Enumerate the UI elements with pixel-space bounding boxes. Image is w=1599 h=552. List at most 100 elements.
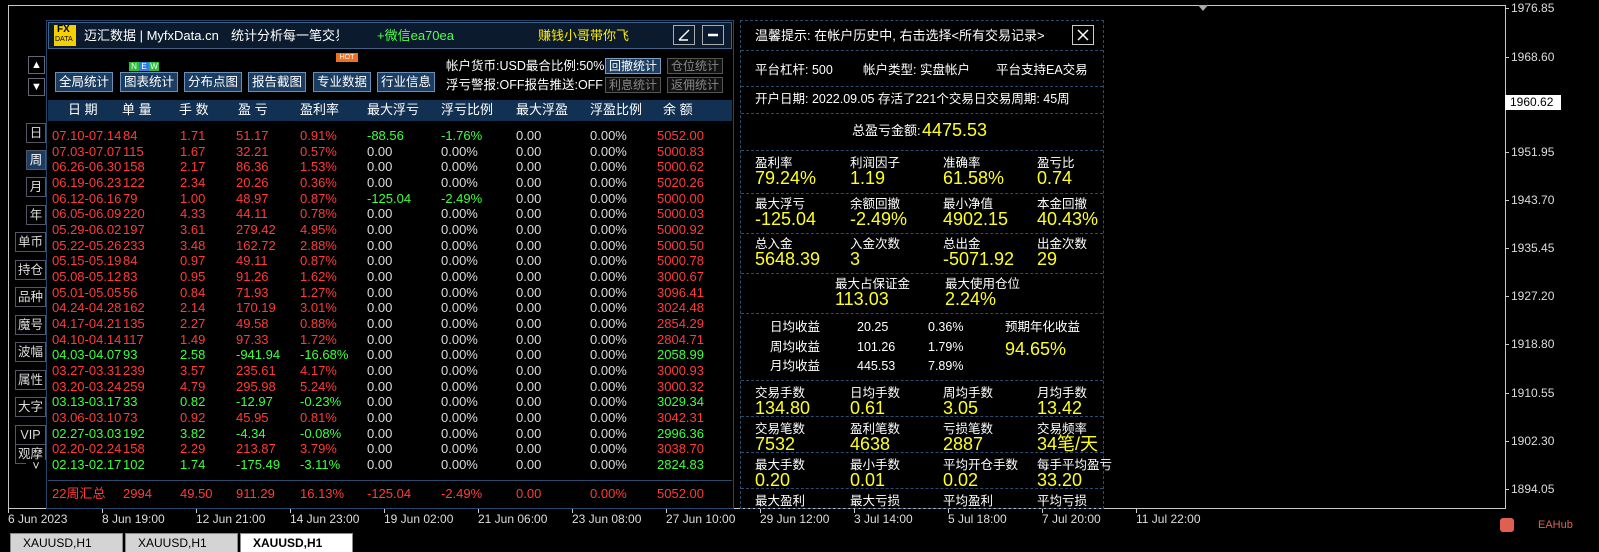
panel-button[interactable]: 行业信息	[377, 72, 435, 92]
price-label: 1927.20	[1511, 289, 1555, 304]
axis-tick	[290, 509, 291, 513]
stat-label: 交易手数	[755, 386, 806, 400]
table-cell: 3038.70	[657, 441, 704, 457]
side-button[interactable]: 魔号	[15, 315, 46, 335]
info-button[interactable]: 仓位统计	[667, 58, 723, 74]
side-button[interactable]: 属性	[15, 370, 46, 390]
stat-value: 0.01	[850, 470, 886, 490]
axis-tick	[1505, 200, 1509, 202]
summary-cell: 0.00	[516, 486, 542, 501]
axis-tick	[1505, 248, 1509, 250]
table-cell: 0.91%	[300, 128, 337, 143]
chart-tab[interactable]: XAUUSD,H1	[125, 533, 238, 552]
info-button[interactable]: 利息统计	[605, 77, 661, 93]
table-cell: 170.19	[236, 300, 276, 316]
side-button[interactable]: 日	[26, 123, 46, 143]
close-icon	[1077, 29, 1089, 41]
table-cell: 0.00%	[590, 347, 627, 363]
axis-tick	[8, 509, 9, 513]
close-button[interactable]	[1072, 25, 1094, 45]
scroll-arrow[interactable]: ▲	[28, 56, 45, 74]
side-button[interactable]: 单币	[15, 232, 46, 252]
table-cell: 0.00	[516, 457, 542, 473]
table-cell: 2.88%	[300, 237, 337, 253]
table-cell: 05.15-05.19	[52, 253, 122, 269]
side-button[interactable]: 观摩	[15, 444, 46, 464]
logo	[54, 25, 76, 46]
table-cell: 135	[123, 316, 145, 332]
side-button[interactable]: ˅	[26, 460, 46, 472]
time-label: 12 Jun 21:00	[196, 512, 266, 526]
table-cell: 0.00	[367, 347, 393, 363]
table-cell: 84	[123, 128, 138, 143]
table-cell: 3.61	[180, 222, 206, 238]
table-cell: 03.06-03.10	[52, 410, 122, 426]
table-cell: 1.62%	[300, 269, 337, 285]
table-cell: 0.00	[367, 284, 393, 300]
table-header: 最大浮亏	[367, 102, 420, 117]
stat-label: 总入金	[755, 237, 793, 251]
side-button[interactable]: 大字	[15, 397, 46, 417]
panel-button[interactable]: 专业数据	[313, 72, 371, 92]
stat-value: 40.43%	[1037, 208, 1099, 229]
info-button[interactable]: 返佣统计	[667, 77, 723, 93]
stat-value: -125.04	[755, 208, 817, 229]
table-cell: 0.00	[367, 457, 393, 473]
side-button[interactable]: 品种	[15, 287, 46, 307]
side-button[interactable]: 月	[26, 177, 46, 197]
info-button[interactable]: 回撤统计	[605, 58, 661, 74]
time-label: 21 Jun 06:00	[478, 512, 548, 526]
panel-button[interactable]: 全局统计	[55, 72, 113, 92]
table-cell: 0.00	[516, 269, 542, 285]
axis-tick	[948, 509, 949, 513]
stat-label: 出金次数	[1037, 237, 1088, 251]
table-cell: 0.00%	[590, 410, 627, 426]
panel-button[interactable]: 图表统计	[120, 72, 178, 92]
table-cell: 1.72%	[300, 331, 337, 347]
price-label: 1910.55	[1511, 385, 1555, 400]
table-cell: 235.61	[236, 363, 276, 379]
table-cell: 1.27%	[300, 284, 337, 300]
table-cell: 04.17-04.21	[52, 316, 122, 332]
stat-value: 13.42	[1037, 398, 1083, 418]
watermark: EAHub	[1538, 519, 1573, 531]
table-cell: -4.34	[236, 425, 266, 441]
stat-label: 入金次数	[850, 237, 901, 251]
stat-value: -5071.92	[943, 249, 1015, 269]
table-cell: 0.00%	[441, 237, 478, 253]
chart-tab[interactable]: XAUUSD,H1	[10, 533, 123, 552]
panel-button[interactable]: 报告截图	[248, 72, 306, 92]
table-header: 单 量	[122, 102, 152, 117]
stat-label: 平均盈利	[943, 494, 994, 508]
stat-value: 0.61	[850, 398, 886, 418]
side-button[interactable]: 波幅	[15, 342, 46, 362]
table-cell: 0.00	[367, 143, 393, 159]
stats-panel-right	[740, 20, 1104, 509]
edit-button[interactable]	[673, 25, 695, 45]
account-info: 帐户类型: 实盘帐户	[863, 63, 970, 77]
edit-icon	[678, 29, 690, 41]
side-button[interactable]: 周	[26, 150, 46, 170]
side-button[interactable]: 年	[26, 205, 46, 225]
table-cell: 0.00%	[441, 347, 478, 363]
separator	[741, 416, 1103, 417]
side-button[interactable]: VIP	[15, 425, 46, 445]
table-cell: 3000.67	[657, 269, 704, 285]
scroll-arrow[interactable]: ▼	[28, 78, 45, 96]
table-cell: 5000.00	[657, 190, 704, 206]
stat-value: 2887	[943, 434, 984, 454]
separator	[741, 313, 1103, 314]
table-cell: 2058.99	[657, 347, 704, 363]
separator	[741, 50, 1103, 51]
stat-label: 总出金	[943, 237, 981, 251]
stat-label: 盈利率	[755, 156, 793, 170]
table-cell: 06.12-06.16	[52, 190, 122, 206]
panel-button[interactable]: 分布点图	[184, 72, 242, 92]
header-bar	[48, 22, 732, 49]
chart-tab[interactable]: XAUUSD,H1	[240, 533, 353, 552]
table-cell: 162	[123, 300, 145, 316]
minimize-button[interactable]	[702, 25, 724, 45]
side-button[interactable]: 持仓	[15, 260, 46, 280]
table-cell: 97.33	[236, 331, 269, 347]
average-value: 1.79%	[928, 339, 964, 354]
